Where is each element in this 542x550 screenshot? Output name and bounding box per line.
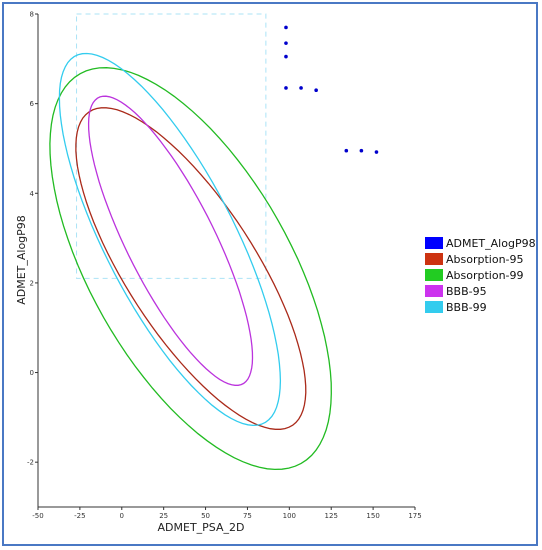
y-tick-label: -2: [27, 459, 34, 467]
x-axis-title: ADMET_PSA_2D: [158, 521, 245, 534]
legend-swatch: [425, 237, 443, 249]
y-tick-label: 8: [30, 11, 34, 19]
x-tick-label: 50: [201, 512, 210, 520]
x-tick-label: -50: [32, 512, 43, 520]
x-tick-label: -25: [74, 512, 85, 520]
legend-label: Absorption-99: [446, 269, 524, 282]
ellipse-bbb-95: [87, 95, 254, 386]
legend-swatch: [425, 253, 443, 265]
x-tick-label: 75: [243, 512, 252, 520]
legend: ADMET_AlogP98 Absorption-95 Absorption-99 B…: [425, 237, 536, 314]
y-tick-label: 6: [30, 100, 35, 108]
y-tick-label: 4: [30, 190, 35, 198]
ellipse-absorption-99: [49, 67, 332, 471]
data-point: [284, 41, 288, 45]
ellipse-layer: [49, 52, 332, 471]
legend-label: BBB-99: [446, 301, 487, 314]
data-point: [359, 148, 364, 153]
overlay-box-layer: [76, 13, 267, 279]
tick-layer: -50 -25 0 25 50 75 100 125 150 175 -2 0 2 4 6 8: [27, 11, 422, 521]
legend-label: ADMET_AlogP98: [446, 237, 536, 250]
data-point: [374, 150, 379, 154]
x-tick-label: 175: [408, 512, 421, 520]
x-tick-label: 125: [325, 512, 338, 520]
legend-label: Absorption-95: [446, 253, 524, 266]
chart-frame: [2, 2, 538, 546]
data-point: [284, 86, 288, 90]
data-point: [284, 54, 288, 59]
data-point: [284, 25, 288, 30]
point-layer: [284, 25, 379, 154]
data-point: [299, 86, 303, 90]
ellipse-bbb-99: [58, 52, 282, 427]
legend-swatch: [425, 285, 443, 297]
x-tick-label: 150: [366, 512, 379, 520]
axis-layer: [37, 14, 415, 508]
legend-swatch: [425, 301, 443, 313]
legend-label: BBB-95: [446, 285, 487, 298]
data-point: [314, 88, 318, 92]
overlay-box: [76, 13, 267, 279]
y-tick-label: 2: [30, 279, 34, 287]
y-tick-label: 0: [30, 369, 34, 377]
y-axis-title: ADMET_AlogP98: [15, 215, 28, 305]
x-tick-label: 0: [120, 512, 124, 520]
data-point: [344, 148, 349, 153]
ellipse-absorption-95: [75, 107, 307, 430]
x-tick-label: 100: [283, 512, 296, 520]
legend-swatch: [425, 269, 443, 281]
x-tick-label: 25: [159, 512, 168, 520]
